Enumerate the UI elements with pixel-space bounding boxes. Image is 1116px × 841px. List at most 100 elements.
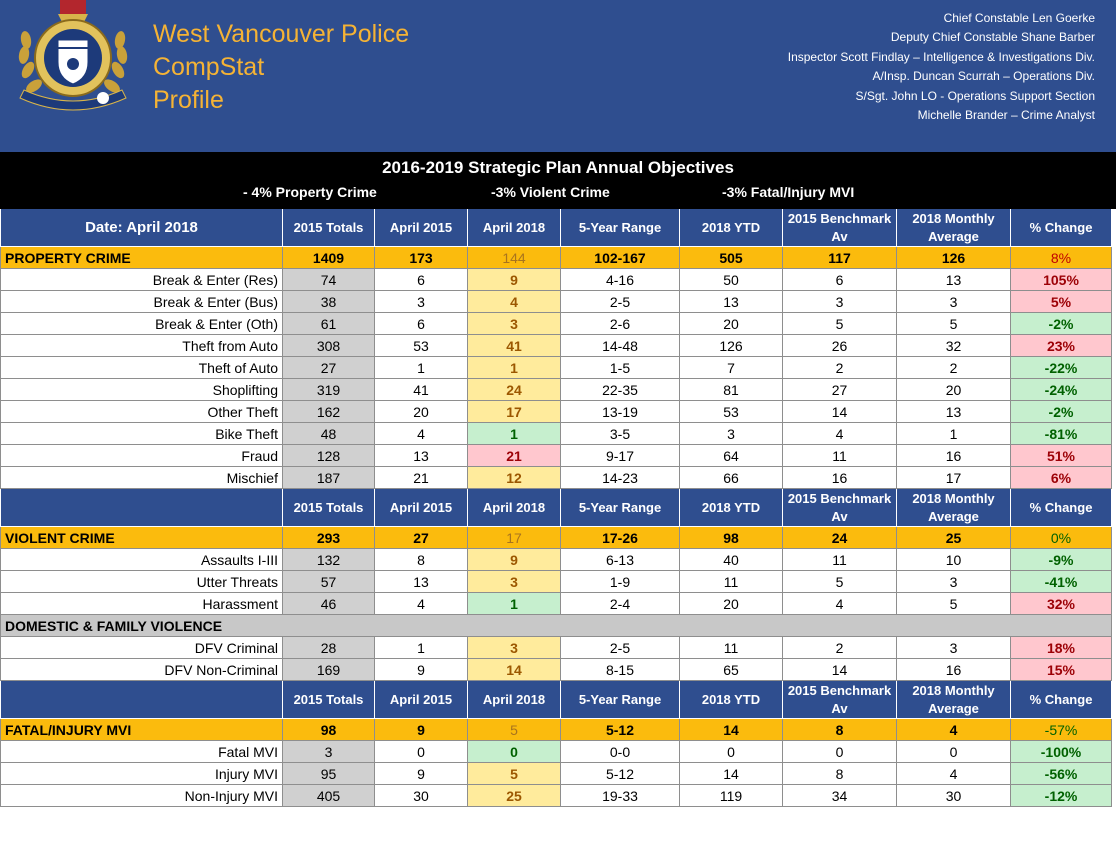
column-header-total-2015: 2015 Totals [283, 681, 375, 719]
category-april-2018: 5 [468, 719, 561, 741]
cell-total-2015: 74 [283, 269, 375, 291]
category-label: VIOLENT CRIME [0, 527, 283, 549]
category-monthly-avg-2018: 4 [897, 719, 1011, 741]
table-row: Other Theft 162 20 17 13-19 53 14 13 -2% [0, 401, 1116, 423]
offence-label: Other Theft [0, 401, 283, 423]
report-title-line: CompStat [153, 53, 265, 81]
cell-total-2015: 46 [283, 593, 375, 615]
staff-line: Chief Constable Len Goerke [943, 11, 1095, 25]
report-date: Date: April 2018 [0, 209, 283, 247]
cell-benchmark-2015: 0 [783, 741, 897, 763]
cell-pct-change: -56% [1011, 763, 1112, 785]
cell-ytd-2018: 11 [680, 637, 783, 659]
cell-monthly-avg-2018: 3 [897, 291, 1011, 313]
cell-april-2018: 1 [468, 423, 561, 445]
cell-april-2015: 1 [375, 357, 468, 379]
offence-label: Theft of Auto [0, 357, 283, 379]
cell-monthly-avg-2018: 13 [897, 269, 1011, 291]
cell-total-2015: 61 [283, 313, 375, 335]
objective-property: - 4% Property Crime [243, 184, 377, 200]
cell-pct-change: -41% [1011, 571, 1112, 593]
cell-five-year-range: 19-33 [561, 785, 680, 807]
table-row: Theft of Auto 27 1 1 1-5 7 2 2 -22% [0, 357, 1116, 379]
cell-april-2018: 21 [468, 445, 561, 467]
cell-april-2015: 30 [375, 785, 468, 807]
offence-label: Break & Enter (Oth) [0, 313, 283, 335]
offence-label: Utter Threats [0, 571, 283, 593]
cell-ytd-2018: 66 [680, 467, 783, 489]
cell-april-2018: 9 [468, 549, 561, 571]
cell-april-2015: 21 [375, 467, 468, 489]
cell-pct-change: 23% [1011, 335, 1112, 357]
cell-april-2018: 9 [468, 269, 561, 291]
cell-monthly-avg-2018: 5 [897, 313, 1011, 335]
column-header-april-2015: April 2015 [375, 681, 468, 719]
cell-total-2015: 308 [283, 335, 375, 357]
cell-april-2018: 3 [468, 637, 561, 659]
cell-april-2015: 6 [375, 269, 468, 291]
cell-april-2018: 25 [468, 785, 561, 807]
cell-five-year-range: 9-17 [561, 445, 680, 467]
cell-pct-change: -22% [1011, 357, 1112, 379]
cell-april-2018: 14 [468, 659, 561, 681]
column-header-five-year-range: 5-Year Range [561, 489, 680, 527]
cell-benchmark-2015: 16 [783, 467, 897, 489]
cell-monthly-avg-2018: 30 [897, 785, 1011, 807]
column-header-pct-change: % Change [1011, 489, 1112, 527]
cell-benchmark-2015: 4 [783, 423, 897, 445]
offence-label: Break & Enter (Bus) [0, 291, 283, 313]
table-row: Assaults I-III 132 8 9 6-13 40 11 10 -9% [0, 549, 1116, 571]
offence-label: Theft from Auto [0, 335, 283, 357]
cell-april-2015: 8 [375, 549, 468, 571]
column-header-pct-change: % Change [1011, 209, 1112, 247]
column-header-ytd-2018: 2018 YTD [680, 681, 783, 719]
table-row: Shoplifting 319 41 24 22-35 81 27 20 -24% [0, 379, 1116, 401]
cell-five-year-range: 1-5 [561, 357, 680, 379]
cell-april-2015: 4 [375, 423, 468, 445]
offence-label: Bike Theft [0, 423, 283, 445]
cell-april-2015: 20 [375, 401, 468, 423]
cell-total-2015: 132 [283, 549, 375, 571]
offence-label: Injury MVI [0, 763, 283, 785]
category-pct-change: -57% [1011, 719, 1112, 741]
cell-pct-change: -9% [1011, 549, 1112, 571]
column-header-benchmark-2015: 2015 Benchmark Av [783, 681, 897, 719]
subsection-label: DOMESTIC & FAMILY VIOLENCE [0, 615, 1112, 637]
cell-ytd-2018: 119 [680, 785, 783, 807]
cell-ytd-2018: 126 [680, 335, 783, 357]
cell-april-2015: 9 [375, 659, 468, 681]
cell-five-year-range: 8-15 [561, 659, 680, 681]
cell-benchmark-2015: 4 [783, 593, 897, 615]
staff-line: S/Sgt. John LO - Operations Support Sect… [855, 88, 1095, 103]
table-row: Theft from Auto 308 53 41 14-48 126 26 32 23% [0, 335, 1116, 357]
cell-total-2015: 57 [283, 571, 375, 593]
cell-total-2015: 187 [283, 467, 375, 489]
cell-benchmark-2015: 26 [783, 335, 897, 357]
cell-april-2015: 53 [375, 335, 468, 357]
cell-five-year-range: 13-19 [561, 401, 680, 423]
cell-five-year-range: 22-35 [561, 379, 680, 401]
report-title: West Vancouver Police CompStat Profile [153, 18, 409, 117]
cell-five-year-range: 2-5 [561, 637, 680, 659]
column-header-april-2015: April 2015 [375, 209, 468, 247]
cell-total-2015: 405 [283, 785, 375, 807]
cell-ytd-2018: 20 [680, 593, 783, 615]
cell-benchmark-2015: 5 [783, 313, 897, 335]
objectives-banner: 2016-2019 Strategic Plan Annual Objectiv… [0, 152, 1116, 209]
cell-five-year-range: 14-48 [561, 335, 680, 357]
category-row: VIOLENT CRIME 293 27 17 17-26 98 24 25 0% [0, 527, 1116, 549]
report-header: West Vancouver Police CompStat Profile C… [0, 0, 1116, 152]
category-benchmark-2015: 8 [783, 719, 897, 741]
category-total-2015: 293 [283, 527, 375, 549]
cell-april-2015: 0 [375, 741, 468, 763]
cell-benchmark-2015: 2 [783, 357, 897, 379]
objective-mvi: -3% Fatal/Injury MVI [722, 184, 855, 200]
category-ytd-2018: 98 [680, 527, 783, 549]
cell-pct-change: -2% [1011, 401, 1112, 423]
column-header-total-2015: 2015 Totals [283, 209, 375, 247]
cell-ytd-2018: 14 [680, 763, 783, 785]
cell-total-2015: 95 [283, 763, 375, 785]
column-header-row: 2015 Totals April 2015 April 2018 5-Year Ra… [0, 489, 1116, 527]
table-row: Fatal MVI 3 0 0 0-0 0 0 0 -100% [0, 741, 1116, 763]
cell-pct-change: 5% [1011, 291, 1112, 313]
